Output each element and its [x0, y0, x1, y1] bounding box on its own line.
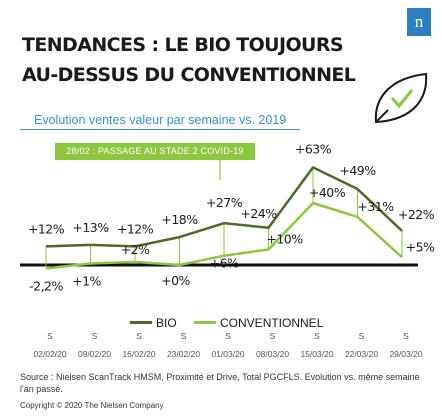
- data-label-conventionnel: -2,2%: [29, 278, 63, 293]
- data-label-conventionnel: +6%: [210, 256, 239, 271]
- x-tick-label: 15/03/20: [300, 349, 333, 359]
- data-label-conventionnel: +5%: [406, 239, 435, 254]
- x-tick-prefix: S: [225, 331, 231, 341]
- data-label-conventionnel: +0%: [161, 273, 190, 288]
- x-tick-prefix: S: [270, 331, 276, 341]
- data-label-bio: +63%: [295, 141, 332, 156]
- legend-label-conventionnel: CONVENTIONNEL: [220, 315, 324, 330]
- x-tick-prefix: S: [92, 331, 98, 341]
- chart-subtitle: Evolution ventes valeur par semaine vs. …: [20, 113, 301, 130]
- legend-swatch-conventionnel: [194, 321, 217, 324]
- source-note: Source : Nielsen ScanTrack HMSM, Proximi…: [20, 372, 420, 394]
- x-tick-label: 29/03/20: [389, 349, 422, 359]
- x-tick-label: 02/02/20: [33, 349, 66, 359]
- data-label-bio: +13%: [72, 220, 109, 235]
- data-label-conventionnel: +10%: [266, 232, 303, 247]
- series-line-conventionnel: [45, 201, 403, 270]
- data-label-bio: +24%: [240, 206, 277, 221]
- page-title: TENDANCES : LE BIO TOUJOURS AU-DESSUS DU…: [22, 34, 356, 86]
- data-label-bio: +27%: [206, 195, 243, 210]
- x-tick-label: 08/03/20: [256, 349, 289, 359]
- x-tick-label: 16/02/20: [122, 349, 155, 359]
- x-tick-prefix: S: [181, 331, 187, 341]
- covid-annotation: 28/02 : PASSAGE AU STADE 2 COVID-19: [55, 143, 255, 160]
- x-tick-prefix: S: [403, 331, 409, 341]
- legend-swatch-bio: [130, 321, 152, 324]
- copyright-note: Copyright © 2020 The Nielsen Company: [20, 401, 164, 410]
- leaf-check-icon: [374, 72, 428, 124]
- data-label-bio: +18%: [161, 212, 198, 227]
- data-label-bio: +12%: [28, 221, 65, 236]
- data-label-bio: +22%: [398, 207, 435, 222]
- nielsen-logo: n: [407, 8, 431, 36]
- data-label-conventionnel: +1%: [72, 273, 101, 288]
- data-label-conventionnel: +40%: [309, 185, 346, 200]
- legend-item-conventionnel: CONVENTIONNEL: [194, 316, 323, 330]
- data-label-conventionnel: +2%: [121, 242, 150, 257]
- legend-label-bio: BIO: [156, 315, 177, 330]
- x-tick-prefix: S: [359, 331, 365, 341]
- x-tick-prefix: S: [314, 331, 320, 341]
- legend-item-bio: BIO: [130, 316, 177, 330]
- x-tick-prefix: S: [136, 331, 142, 341]
- x-tick-label: 22/03/20: [345, 349, 378, 359]
- data-label-bio: +49%: [339, 163, 376, 178]
- x-tick-label: 09/02/20: [78, 349, 111, 359]
- data-label-conventionnel: +31%: [357, 199, 394, 214]
- x-tick-label: 01/03/20: [211, 349, 244, 359]
- chart-legend: BIO CONVENTIONNEL: [130, 313, 337, 330]
- data-label-bio: +12%: [117, 221, 154, 236]
- series-line-bio: [45, 166, 403, 248]
- x-tick-prefix: S: [47, 331, 53, 341]
- x-tick-label: 23/02/20: [167, 349, 200, 359]
